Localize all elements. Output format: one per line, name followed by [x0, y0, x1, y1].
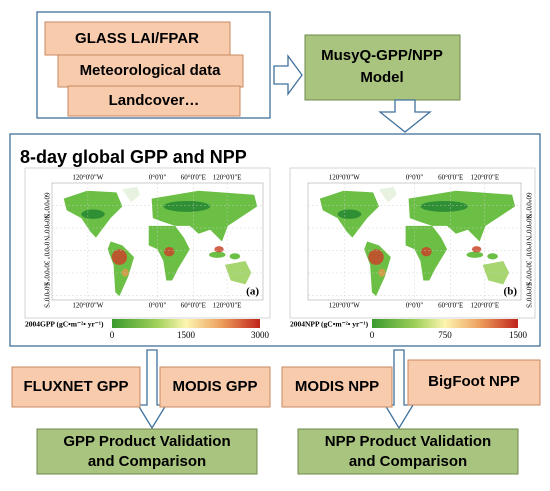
lon-label: 0°0'0": [149, 174, 167, 182]
validation-box: [11, 366, 141, 408]
lon-label: 60°0'0"E: [181, 302, 206, 310]
colorbar-tick: 750: [438, 330, 452, 340]
validation-box: [159, 366, 271, 408]
output-label: GPP Product Validation: [63, 433, 230, 450]
lon-label: 120°0'0"W: [329, 302, 360, 310]
lon-label: 120°0'0"E: [470, 302, 499, 310]
lon-label: 120°0'0"W: [72, 302, 103, 310]
lat-label: 30°0'0"N: [524, 215, 532, 241]
colorbar-label: 2004GPP (gC•m⁻²• yr⁻¹): [25, 320, 104, 329]
model-label: MusyQ-GPP/NPP: [321, 47, 443, 64]
lon-label: 120°0'0"E: [213, 302, 242, 310]
output-label: and Comparison: [88, 453, 206, 470]
model-label: Model: [360, 69, 403, 86]
model-box: [304, 34, 461, 101]
validation-box: [407, 359, 541, 406]
lon-label: 120°0'0"E: [213, 174, 242, 182]
lat-label: 30°0'0"N: [42, 215, 50, 241]
colorbar-tick: 1500: [177, 330, 196, 340]
lon-label: 120°0'0"E: [470, 174, 499, 182]
lat-label: 60°0'0"S: [42, 283, 50, 308]
lon-label: 60°0'0"E: [438, 174, 463, 182]
colorbar: [112, 319, 260, 328]
output-label: and Comparison: [349, 453, 467, 470]
validation-box: [281, 366, 393, 408]
lon-label: 0°0'0": [406, 174, 424, 182]
lat-label: 0°0'0": [42, 242, 50, 260]
lon-label: 120°0'0"W: [329, 174, 360, 182]
arrow: [273, 54, 303, 96]
validation-label: MODIS GPP: [172, 378, 257, 395]
colorbar: [372, 319, 518, 328]
colorbar-tick: 3000: [251, 330, 270, 340]
lon-label: 0°0'0": [149, 302, 167, 310]
validation-label: FLUXNET GPP: [23, 378, 128, 395]
lat-label: 60°0'0"N: [42, 193, 50, 219]
input-label: Meteorological data: [80, 62, 222, 79]
lat-label: 0°0'0": [524, 242, 532, 260]
arrow: [378, 99, 432, 133]
panel-label: (b): [504, 286, 518, 298]
lat-label: 30°0'0"S: [524, 261, 532, 286]
output-box: [36, 428, 258, 475]
output-box: [297, 428, 519, 475]
input-label: Landcover…: [109, 92, 200, 109]
input-box: [67, 85, 241, 117]
panel-title: 8-day global GPP and NPP: [20, 147, 247, 167]
input-label: GLASS LAI/FPAR: [75, 30, 199, 47]
validation-label: BigFoot NPP: [428, 373, 520, 390]
lat-label: 60°0'0"N: [524, 193, 532, 219]
inputs-frame: [36, 11, 271, 119]
validation-label: MODIS NPP: [295, 378, 379, 395]
input-box: [57, 54, 244, 88]
colorbar-tick: 0: [370, 330, 375, 340]
lon-label: 60°0'0"E: [181, 174, 206, 182]
colorbar-tick: 0: [110, 330, 115, 340]
arrow: [136, 349, 168, 430]
lat-label: 60°0'0"S: [524, 283, 532, 308]
lat-label: 30°0'0"S: [42, 261, 50, 286]
colorbar-label: 2004NPP (gC•m⁻²• yr⁻¹): [290, 320, 369, 329]
output-label: NPP Product Validation: [325, 433, 491, 450]
panel-label: (a): [246, 286, 259, 298]
lon-label: 120°0'0"W: [72, 174, 103, 182]
colorbar-tick: 1500: [509, 330, 528, 340]
lon-label: 60°0'0"E: [438, 302, 463, 310]
lon-label: 0°0'0": [406, 302, 424, 310]
